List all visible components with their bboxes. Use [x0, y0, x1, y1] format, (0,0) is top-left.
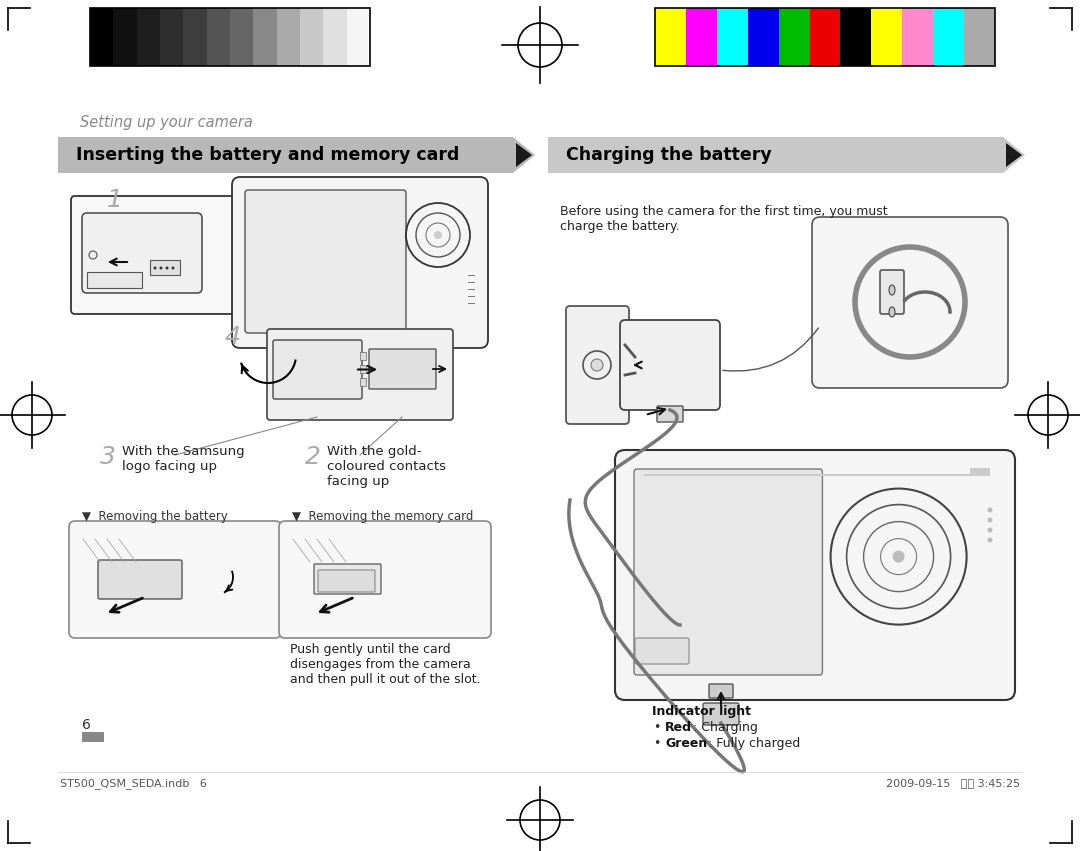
Bar [150, 260, 180, 275]
Bar [872, 8, 902, 66]
FancyBboxPatch shape [71, 196, 234, 314]
Text: Charging the battery: Charging the battery [566, 146, 772, 164]
Bar [902, 8, 933, 66]
Bar [964, 8, 995, 66]
Bar [323, 8, 347, 66]
Circle shape [591, 359, 603, 371]
Circle shape [987, 517, 993, 523]
Bar [810, 8, 840, 66]
Polygon shape [516, 143, 532, 167]
Text: Green: Green [665, 737, 707, 750]
Bar [360, 352, 366, 360]
Text: Push gently until the card
disengages from the camera
and then pull it out of th: Push gently until the card disengages fr… [291, 643, 481, 686]
Bar [90, 8, 113, 66]
Text: 6: 6 [82, 718, 91, 732]
FancyBboxPatch shape [98, 560, 183, 599]
Circle shape [987, 507, 993, 512]
Bar [184, 8, 206, 66]
Circle shape [153, 266, 157, 270]
Text: 3: 3 [100, 445, 116, 469]
FancyBboxPatch shape [620, 320, 720, 410]
Circle shape [172, 266, 175, 270]
Polygon shape [548, 137, 1025, 173]
FancyBboxPatch shape [314, 564, 381, 594]
Bar [686, 8, 717, 66]
Circle shape [165, 266, 168, 270]
Circle shape [892, 551, 905, 563]
FancyBboxPatch shape [615, 450, 1015, 700]
FancyBboxPatch shape [232, 177, 488, 348]
Text: •: • [654, 737, 665, 750]
Bar [160, 8, 184, 66]
Text: Indicator light: Indicator light [652, 705, 751, 718]
Bar [779, 8, 810, 66]
Bar [360, 378, 366, 386]
Bar [113, 8, 137, 66]
Text: 1: 1 [107, 188, 123, 212]
FancyBboxPatch shape [708, 684, 733, 698]
Bar [230, 8, 254, 66]
Bar [87, 272, 141, 288]
Bar [654, 8, 995, 66]
Bar [717, 8, 747, 66]
Text: : Charging: : Charging [693, 721, 758, 734]
Bar [654, 8, 686, 66]
FancyBboxPatch shape [69, 521, 281, 638]
FancyBboxPatch shape [634, 469, 822, 675]
FancyBboxPatch shape [566, 306, 629, 424]
Bar [137, 8, 160, 66]
Text: 2: 2 [305, 445, 321, 469]
Circle shape [987, 538, 993, 542]
Bar [90, 8, 370, 66]
Bar [747, 8, 779, 66]
Polygon shape [58, 137, 535, 173]
Polygon shape [1005, 143, 1022, 167]
FancyBboxPatch shape [635, 638, 689, 664]
Bar [254, 8, 276, 66]
Bar [933, 8, 964, 66]
Bar [276, 8, 300, 66]
FancyBboxPatch shape [812, 217, 1008, 388]
Bar [840, 8, 872, 66]
FancyBboxPatch shape [245, 190, 406, 333]
Ellipse shape [889, 285, 895, 295]
FancyBboxPatch shape [880, 270, 904, 314]
Text: ▼  Removing the battery: ▼ Removing the battery [82, 510, 228, 523]
FancyBboxPatch shape [279, 521, 491, 638]
FancyBboxPatch shape [82, 213, 202, 293]
Text: Before using the camera for the first time, you must
charge the battery.: Before using the camera for the first ti… [561, 205, 888, 233]
Text: : Fully charged: : Fully charged [708, 737, 800, 750]
Bar [300, 8, 323, 66]
Text: ST500_QSM_SEDA.indb   6: ST500_QSM_SEDA.indb 6 [60, 778, 207, 789]
Text: Setting up your camera: Setting up your camera [80, 115, 253, 130]
FancyBboxPatch shape [267, 329, 453, 420]
FancyBboxPatch shape [703, 703, 739, 725]
FancyBboxPatch shape [273, 340, 362, 399]
Circle shape [160, 266, 162, 270]
Text: Inserting the battery and memory card: Inserting the battery and memory card [76, 146, 459, 164]
Bar [347, 8, 370, 66]
Bar [82, 732, 104, 742]
Text: 2009-09-15   오후 3:45:25: 2009-09-15 오후 3:45:25 [886, 778, 1020, 788]
Text: With the gold-
coloured contacts
facing up: With the gold- coloured contacts facing … [327, 445, 446, 488]
FancyBboxPatch shape [657, 406, 683, 422]
FancyBboxPatch shape [318, 570, 375, 592]
Circle shape [987, 528, 993, 533]
Bar [360, 365, 366, 373]
Text: 4: 4 [225, 325, 241, 349]
Circle shape [434, 231, 442, 239]
FancyBboxPatch shape [369, 349, 436, 389]
Bar [970, 468, 990, 476]
Text: Red: Red [665, 721, 692, 734]
Ellipse shape [889, 307, 895, 317]
Text: With the Samsung
logo facing up: With the Samsung logo facing up [122, 445, 245, 473]
Text: •: • [654, 721, 665, 734]
Text: ▼  Removing the memory card: ▼ Removing the memory card [292, 510, 473, 523]
Bar [206, 8, 230, 66]
